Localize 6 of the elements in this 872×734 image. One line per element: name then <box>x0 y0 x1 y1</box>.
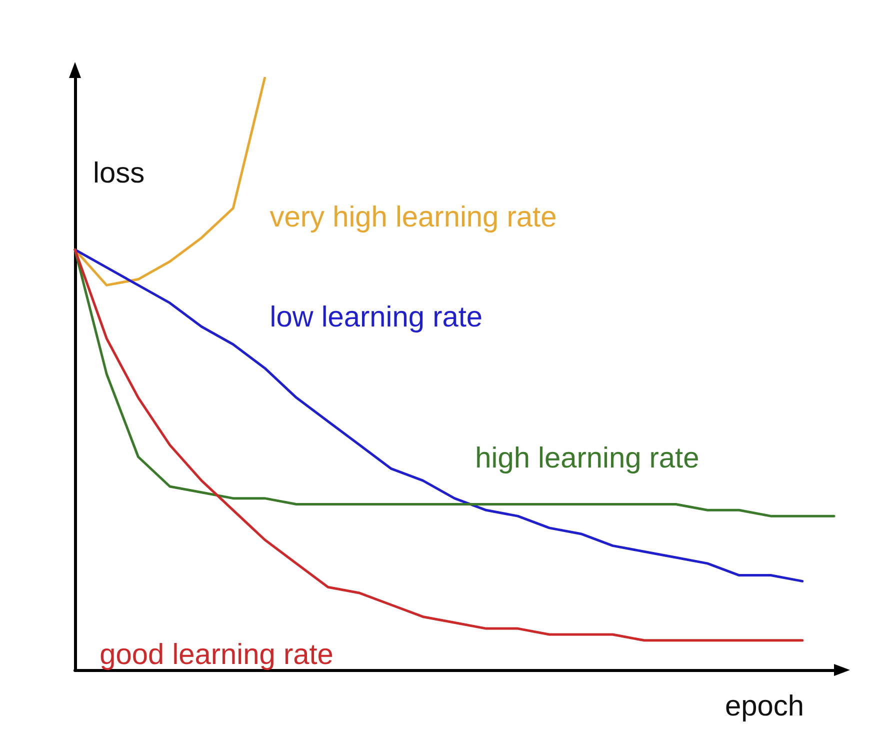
series-label: low learning rate <box>270 302 483 334</box>
y-axis-title: loss <box>93 158 145 190</box>
series-label: very high learning rate <box>270 202 557 234</box>
series-label: high learning rate <box>475 442 700 475</box>
x-axis-title: epoch <box>724 690 804 722</box>
series-label: good learning rate <box>100 638 334 671</box>
